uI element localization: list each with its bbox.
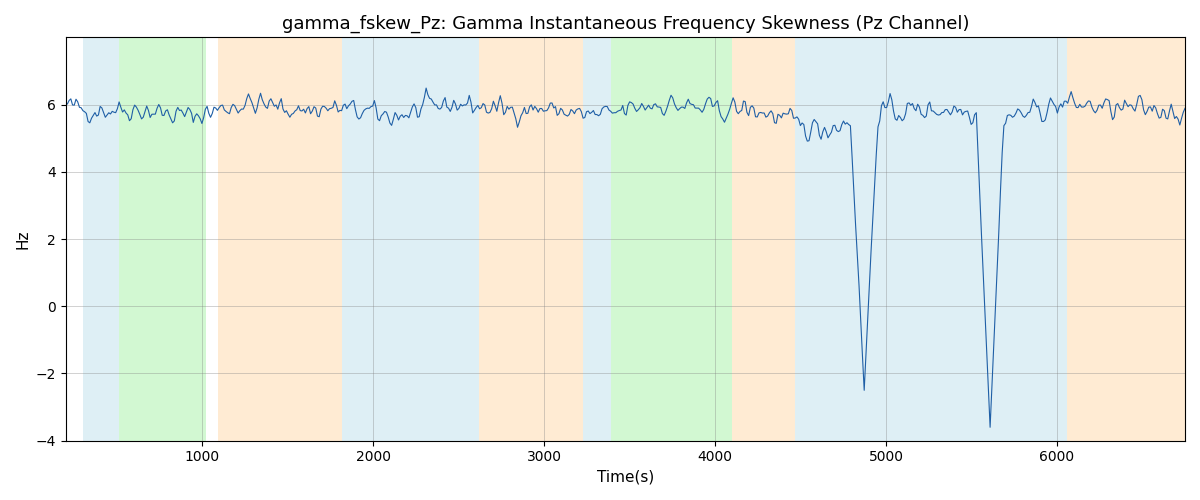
Bar xyxy=(1067,38,1186,440)
Bar xyxy=(583,38,611,440)
Bar xyxy=(796,38,1067,440)
Bar xyxy=(217,38,342,440)
Bar xyxy=(732,38,796,440)
Bar xyxy=(342,38,479,440)
Title: gamma_fskew_Pz: Gamma Instantaneous Frequency Skewness (Pz Channel): gamma_fskew_Pz: Gamma Instantaneous Freq… xyxy=(282,15,970,34)
Bar xyxy=(479,38,583,440)
X-axis label: Time(s): Time(s) xyxy=(596,470,654,485)
Y-axis label: Hz: Hz xyxy=(16,230,30,249)
Bar xyxy=(611,38,732,440)
Bar xyxy=(83,38,119,440)
Bar xyxy=(119,38,205,440)
